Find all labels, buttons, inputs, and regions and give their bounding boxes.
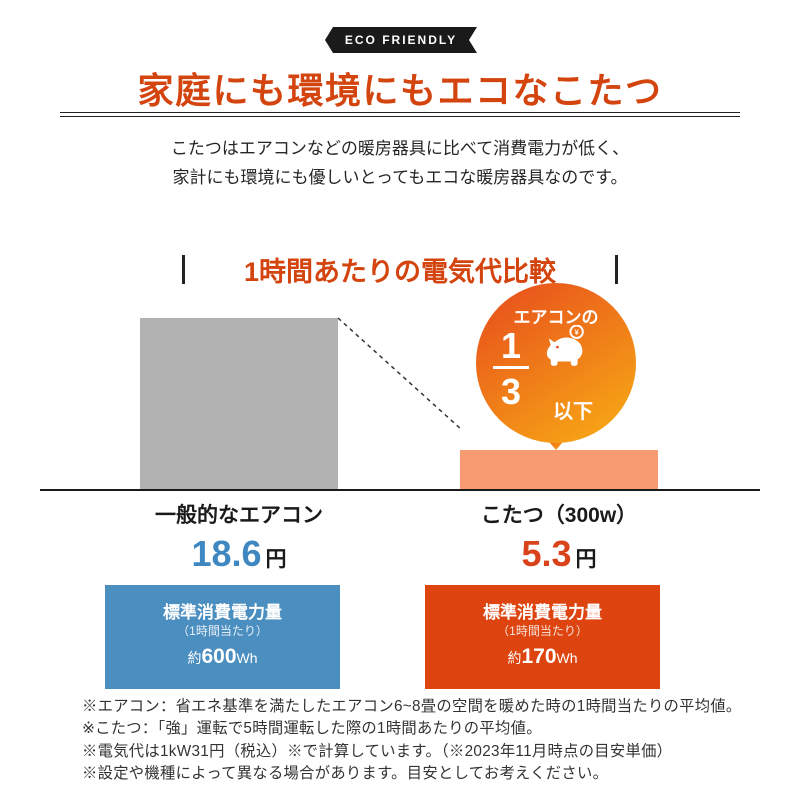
svg-text:¥: ¥ [574,328,579,337]
